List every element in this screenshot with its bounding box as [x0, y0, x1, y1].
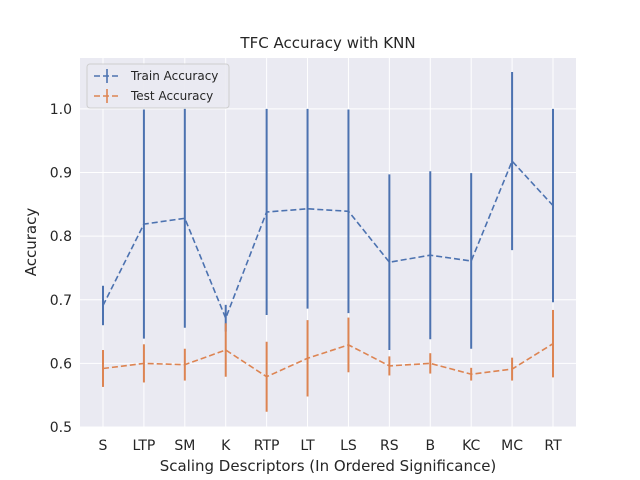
- legend: Train Accuracy Test Accuracy: [86, 63, 230, 109]
- y-tick-label: 0.7: [50, 293, 72, 309]
- x-tick-label: SM: [174, 438, 195, 454]
- x-tick-label: LS: [340, 438, 357, 454]
- series-layer: [102, 71, 554, 412]
- series-test: [102, 309, 554, 412]
- y-axis-label: Accuracy: [22, 208, 40, 277]
- tick-labels: 0.5 0.6 0.7 0.8 0.9 1.0 S LTP SM K RTP LT LS RS B KC MC R…: [50, 102, 562, 454]
- x-tick-label: KC: [462, 438, 480, 454]
- series-train: [102, 71, 554, 351]
- legend-label: Train Accuracy: [130, 69, 218, 83]
- series-line: [102, 159, 554, 321]
- legend-box: [86, 63, 230, 109]
- x-tick-label: RS: [380, 438, 399, 454]
- y-tick-label: 1.0: [50, 102, 72, 118]
- legend-label: Test Accuracy: [130, 89, 213, 103]
- x-tick-label: MC: [501, 438, 523, 454]
- x-tick-label: K: [221, 438, 231, 454]
- chart-title: TFC Accuracy with KNN: [239, 34, 415, 52]
- x-axis-label: Scaling Descriptors (In Ordered Signific…: [160, 457, 497, 475]
- series-line: [102, 343, 554, 378]
- x-tick-label: B: [425, 438, 435, 454]
- x-tick-label: LT: [300, 438, 315, 454]
- x-tick-label: RTP: [254, 438, 280, 454]
- y-tick-label: 0.8: [50, 229, 72, 245]
- x-tick-label: RT: [544, 438, 562, 454]
- x-tick-label: S: [99, 438, 108, 454]
- x-tick-label: LTP: [132, 438, 155, 454]
- y-tick-label: 0.5: [50, 420, 72, 436]
- plot-background: [80, 58, 576, 427]
- y-tick-label: 0.6: [50, 356, 72, 372]
- y-tick-label: 0.9: [50, 166, 72, 182]
